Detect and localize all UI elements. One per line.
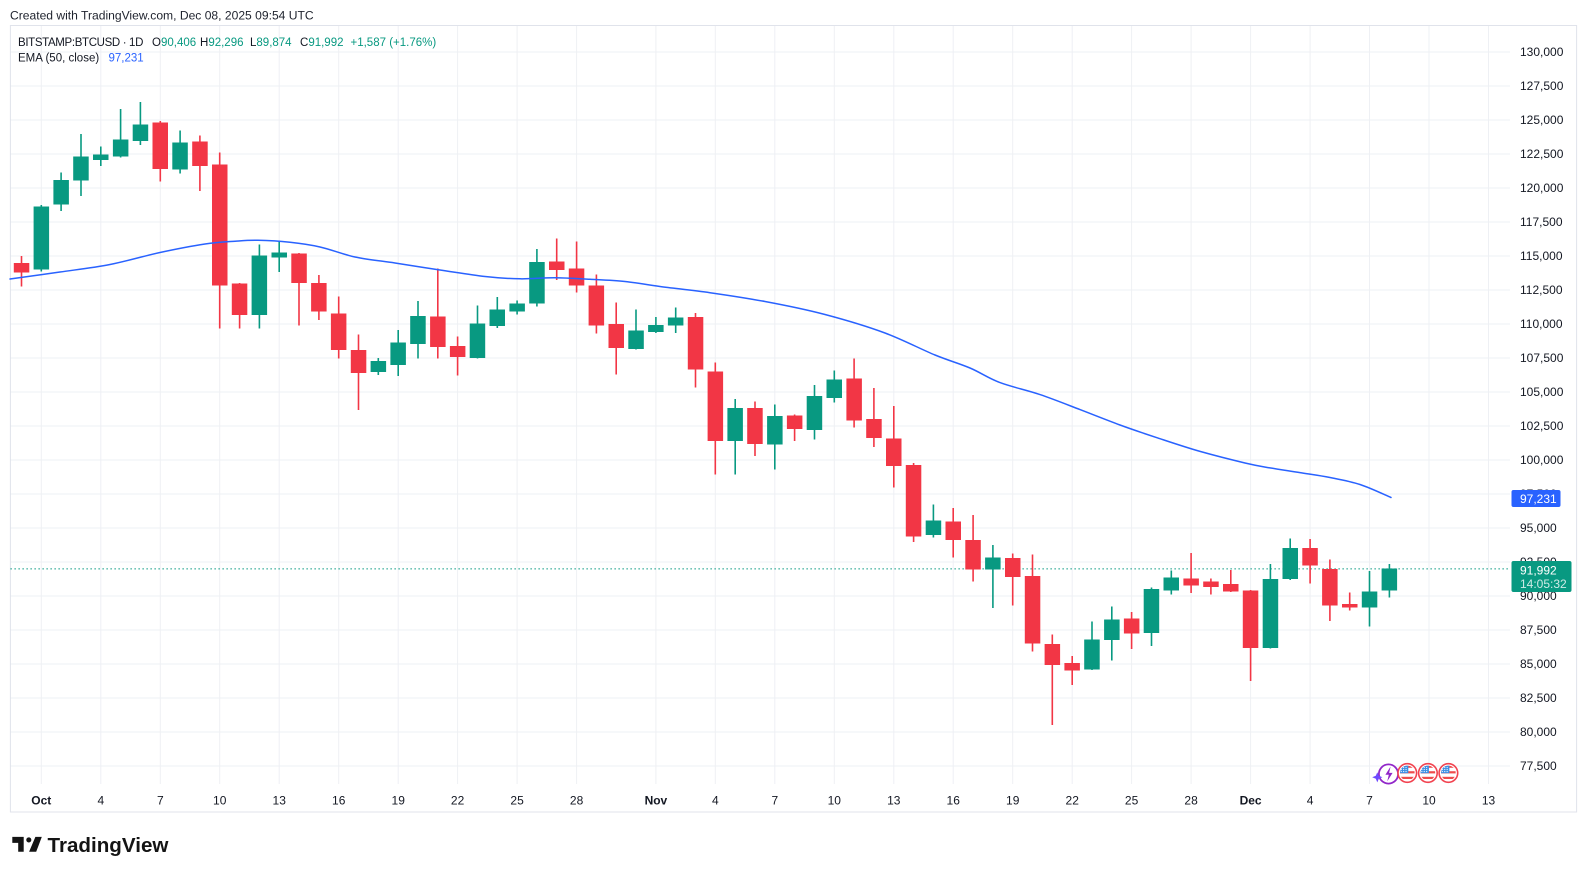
svg-text:95,000: 95,000 [1520, 521, 1557, 535]
svg-text:22: 22 [1066, 794, 1080, 808]
svg-text:97,231: 97,231 [109, 53, 144, 65]
svg-text:Oct: Oct [31, 794, 51, 808]
svg-text:82,500: 82,500 [1520, 691, 1557, 705]
svg-text:Dec: Dec [1240, 794, 1262, 808]
svg-text:90,000: 90,000 [1520, 589, 1557, 603]
svg-text:127,500: 127,500 [1520, 79, 1564, 93]
svg-text:22: 22 [451, 794, 465, 808]
svg-text:H92,296: H92,296 [200, 37, 244, 49]
svg-text:112,500: 112,500 [1520, 283, 1563, 297]
svg-text:120,000: 120,000 [1520, 181, 1564, 195]
svg-text:28: 28 [570, 794, 584, 808]
svg-text:85,000: 85,000 [1520, 657, 1557, 671]
svg-text:125,000: 125,000 [1520, 113, 1564, 127]
svg-text:97,231: 97,231 [1520, 492, 1557, 506]
svg-text:14:05:32: 14:05:32 [1520, 577, 1567, 591]
svg-text:122,500: 122,500 [1520, 147, 1564, 161]
svg-text:7: 7 [1366, 794, 1373, 808]
svg-text:80,000: 80,000 [1520, 725, 1557, 739]
svg-text:7: 7 [157, 794, 164, 808]
svg-text:10: 10 [213, 794, 227, 808]
svg-text:19: 19 [392, 794, 406, 808]
svg-text:L89,874: L89,874 [250, 37, 292, 49]
svg-text:91,992: 91,992 [1520, 563, 1557, 577]
svg-text:4: 4 [97, 794, 104, 808]
svg-text:13: 13 [887, 794, 901, 808]
svg-text:105,000: 105,000 [1520, 385, 1564, 399]
svg-text:107,500: 107,500 [1520, 351, 1564, 365]
svg-text:102,500: 102,500 [1520, 419, 1564, 433]
svg-text:87,500: 87,500 [1520, 623, 1557, 637]
svg-text:100,000: 100,000 [1520, 453, 1564, 467]
svg-text:16: 16 [947, 794, 961, 808]
svg-text:117,500: 117,500 [1520, 215, 1563, 229]
svg-text:Created with TradingView.com,: Created with TradingView.com, Dec 08, 20… [10, 8, 314, 22]
svg-text:TradingView: TradingView [48, 834, 170, 857]
svg-text:110,000: 110,000 [1520, 317, 1563, 331]
svg-text:28: 28 [1184, 794, 1198, 808]
svg-text:115,000: 115,000 [1520, 249, 1563, 263]
svg-text:130,000: 130,000 [1520, 45, 1564, 59]
svg-text:O90,406: O90,406 [152, 37, 196, 49]
svg-text:16: 16 [332, 794, 346, 808]
svg-text:10: 10 [828, 794, 842, 808]
svg-text:77,500: 77,500 [1520, 759, 1557, 773]
svg-text:19: 19 [1006, 794, 1020, 808]
svg-text:4: 4 [1307, 794, 1314, 808]
svg-text:13: 13 [1482, 794, 1496, 808]
svg-text:BITSTAMP:BTCUSD · 1D: BITSTAMP:BTCUSD · 1D [18, 37, 143, 49]
svg-text:EMA (50, close): EMA (50, close) [18, 53, 99, 65]
svg-text:7: 7 [771, 794, 778, 808]
svg-text:Nov: Nov [645, 794, 668, 808]
svg-text:C91,992: C91,992 [300, 37, 344, 49]
svg-text:25: 25 [510, 794, 524, 808]
svg-text:13: 13 [273, 794, 287, 808]
svg-text:25: 25 [1125, 794, 1139, 808]
svg-text:4: 4 [712, 794, 719, 808]
svg-text:10: 10 [1422, 794, 1436, 808]
svg-text:+1,587 (+1.76%): +1,587 (+1.76%) [351, 37, 437, 49]
